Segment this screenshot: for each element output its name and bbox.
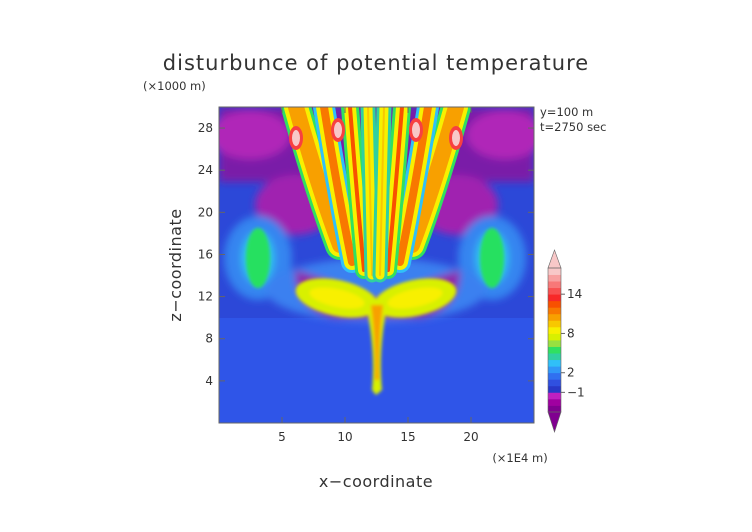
y-axis-label: z−coordinate — [166, 208, 185, 321]
colorbar-segment — [548, 372, 561, 380]
y-tick-label: 4 — [205, 374, 213, 388]
hot-spot-core — [334, 122, 342, 138]
colorbar-tick-label: 14 — [567, 287, 582, 301]
x-tick-label: 10 — [337, 430, 352, 444]
y-tick-label: 20 — [198, 205, 213, 219]
colorbar-frame — [547, 267, 562, 413]
colorbar-segment — [548, 326, 561, 334]
colorbar-segment — [548, 359, 561, 367]
hot-spot-core — [412, 122, 420, 138]
y-tick-label: 24 — [198, 163, 213, 177]
colorbar-tick-label: 2 — [567, 366, 575, 380]
hot-spot-core — [452, 130, 460, 146]
colorbar-segment — [548, 340, 561, 347]
y-tick-label: 12 — [198, 290, 213, 304]
annotation-y: y=100 m — [540, 105, 593, 119]
colorbar-segment — [548, 294, 561, 302]
colorbar-segment — [548, 333, 561, 341]
y-tick-label: 16 — [198, 247, 213, 261]
colorbar-segment — [548, 398, 561, 406]
colorbar-segment — [548, 353, 561, 361]
plume-streak-core — [386, 107, 404, 272]
plume-streaks — [281, 107, 471, 283]
field-sharp-layer — [246, 228, 504, 395]
y-tick-label: 28 — [198, 121, 213, 135]
heatmap-field — [219, 107, 534, 423]
axis-ticks: 5 10 15 20 4 8 12 16 20 24 28 — [198, 107, 534, 444]
colorbar-segment — [548, 320, 561, 328]
colorbar-segment — [548, 379, 561, 387]
colorbar-segment — [548, 300, 561, 308]
y-unit-label: (×1000 m) — [143, 79, 206, 93]
colorbar-tick-label: 8 — [567, 326, 575, 340]
colorbar-segment — [548, 274, 561, 282]
plume-streak-core — [367, 107, 373, 276]
chart-title: disturbunce of potential temperature — [163, 51, 589, 75]
colorbar-segment — [548, 281, 561, 289]
plume-streak-core — [320, 107, 356, 266]
x-axis-label: x−coordinate — [319, 472, 433, 491]
colorbar-extend-top — [547, 249, 562, 269]
plume-streak-core — [396, 107, 432, 266]
colorbar: 14 8 2 −1 — [547, 249, 585, 433]
y-tick-label: 8 — [205, 332, 213, 346]
x-tick-label: 5 — [278, 430, 286, 444]
x-tick-label: 20 — [463, 430, 478, 444]
colorbar-segment — [548, 392, 561, 400]
x-tick-label: 15 — [400, 430, 415, 444]
annotation-t: t=2750 sec — [540, 120, 606, 134]
colorbar-segment — [548, 268, 561, 275]
colorbar-segment — [548, 366, 561, 374]
colorbar-extend-bottom — [547, 411, 562, 433]
colorbar-segment — [548, 346, 561, 354]
colorbar-segment — [548, 307, 561, 315]
hot-spot-core — [292, 130, 300, 146]
plume-streak-core — [379, 107, 385, 276]
colorbar-tick-label: −1 — [567, 385, 585, 399]
x-unit-label: (×1E4 m) — [492, 451, 547, 465]
colorbar-segment — [548, 287, 561, 295]
colorbar-segment — [548, 405, 561, 413]
plot-frame — [218, 106, 535, 424]
colorbar-segment — [548, 313, 561, 321]
colorbar-segment — [548, 385, 561, 393]
plume-streak-core — [348, 107, 366, 272]
